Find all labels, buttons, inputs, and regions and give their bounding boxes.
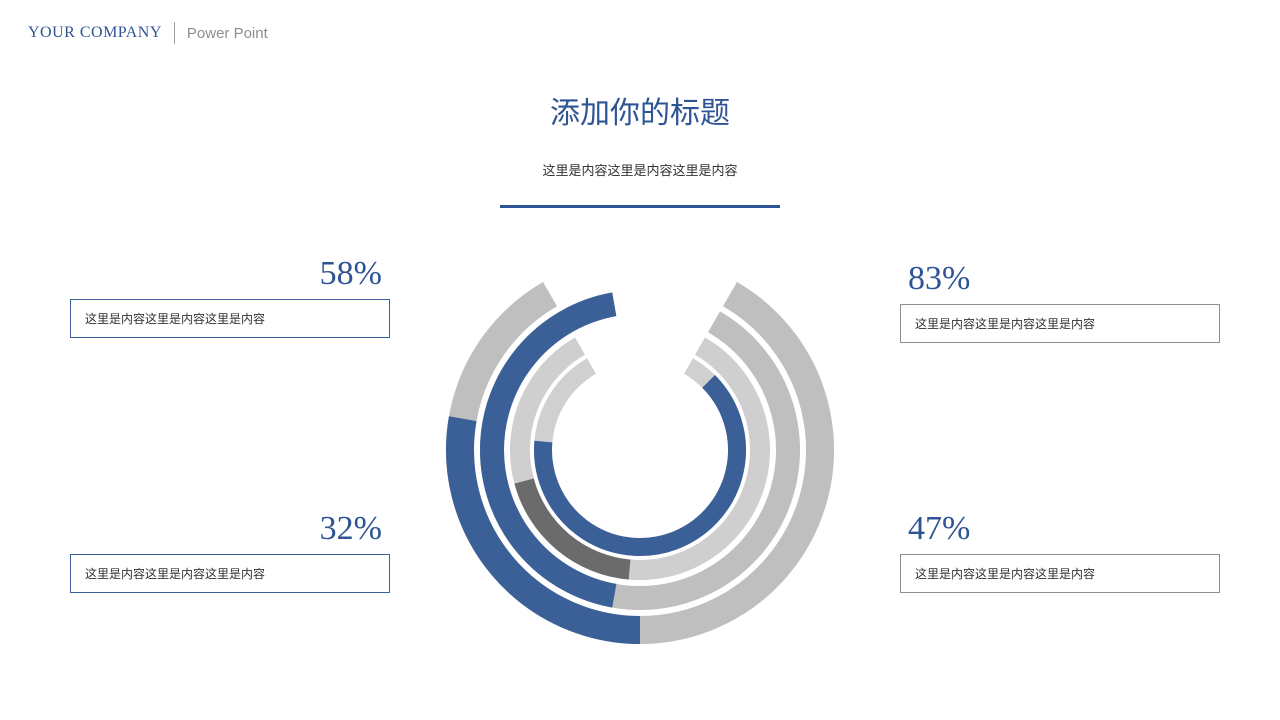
percent-value: 47%	[900, 510, 1220, 548]
datapoint-box: 这里是内容这里是内容这里是内容	[70, 299, 390, 338]
header-subtitle: Power Point	[187, 25, 268, 42]
percent-value: 83%	[900, 260, 1220, 298]
radial-chart-svg	[440, 250, 840, 650]
datapoint-box: 这里是内容这里是内容这里是内容	[900, 304, 1220, 343]
percent-value: 32%	[70, 510, 390, 548]
header-divider	[174, 22, 175, 44]
page-title: 添加你的标题	[500, 88, 780, 132]
company-name: YOUR COMPANY	[28, 24, 162, 42]
slide-header: YOUR COMPANY Power Point	[28, 22, 268, 44]
radial-chart	[440, 250, 840, 650]
datapoint-box: 这里是内容这里是内容这里是内容	[70, 554, 390, 593]
percent-value: 58%	[70, 255, 390, 293]
page-subtitle: 这里是内容这里是内容这里是内容	[500, 160, 780, 179]
datapoint-bottom-left: 32% 这里是内容这里是内容这里是内容	[70, 510, 390, 593]
datapoint-bottom-right: 47% 这里是内容这里是内容这里是内容	[900, 510, 1220, 593]
datapoint-box: 这里是内容这里是内容这里是内容	[900, 554, 1220, 593]
title-block: 添加你的标题 这里是内容这里是内容这里是内容	[500, 88, 780, 208]
datapoint-top-right: 83% 这里是内容这里是内容这里是内容	[900, 260, 1220, 343]
title-underline	[500, 205, 780, 208]
datapoint-top-left: 58% 这里是内容这里是内容这里是内容	[70, 255, 390, 338]
